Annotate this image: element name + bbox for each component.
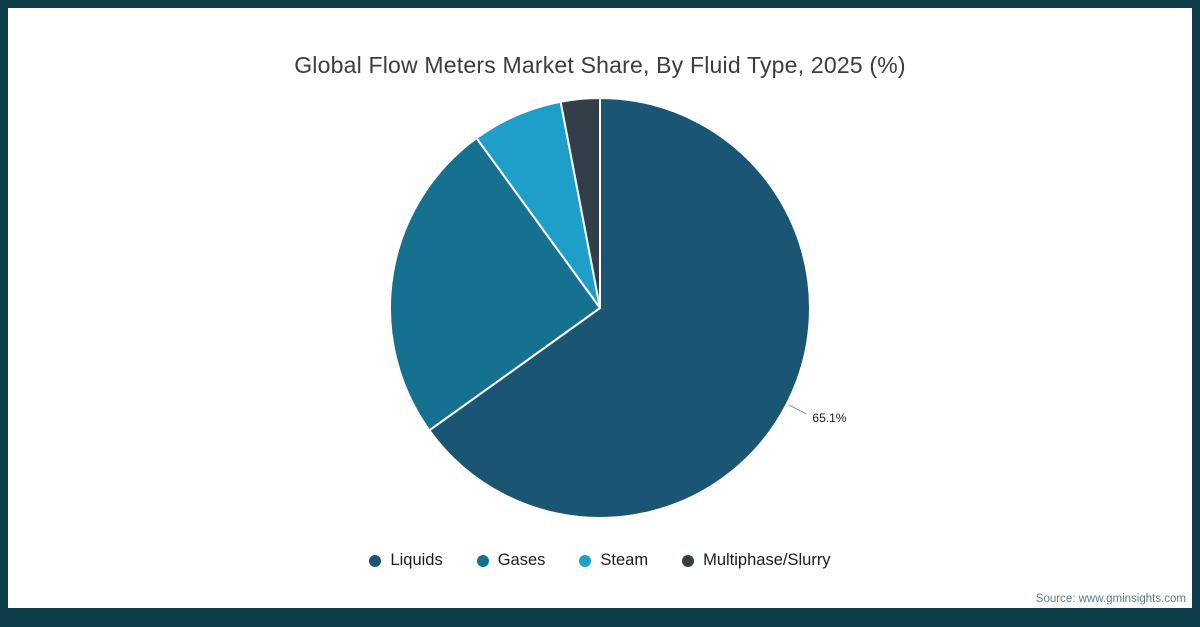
legend-swatch-gases: [476, 554, 489, 567]
legend-label-liquids: Liquids: [390, 551, 443, 569]
pie-slice-gases: [389, 136, 602, 432]
bottom-bar: [8, 608, 1192, 619]
chart-canvas: Global Flow Meters Market Share, By Flui…: [8, 8, 1192, 619]
slice-data-label: 65.1%: [812, 411, 846, 425]
pie-slice-multiphase-slurry: [559, 96, 601, 309]
legend-item-multiphase-slurry: Multiphase/Slurry: [682, 551, 831, 570]
pie-slice-liquids: [427, 96, 811, 519]
pie-chart: 65.1%: [389, 96, 847, 519]
legend-item-steam: Steam: [579, 551, 648, 570]
legend-label-steam: Steam: [600, 551, 649, 569]
legend-item-liquids: Liquids: [369, 551, 443, 570]
legend-label-gases: Gases: [497, 551, 546, 569]
legend-swatch-steam: [579, 554, 592, 567]
legend-item-gases: Gases: [476, 551, 546, 570]
annotation-leader-line: [788, 404, 807, 415]
source-attribution: Source: www.gminsights.com: [1035, 593, 1186, 605]
chart-title: Global Flow Meters Market Share, By Flui…: [294, 52, 906, 78]
legend-label-multiphase-slurry: Multiphase/Slurry: [703, 551, 831, 569]
legend: Liquids Gases Steam Multiphase/Slurry: [8, 551, 1192, 570]
legend-swatch-liquids: [369, 554, 382, 567]
legend-swatch-multiphase-slurry: [682, 554, 695, 567]
